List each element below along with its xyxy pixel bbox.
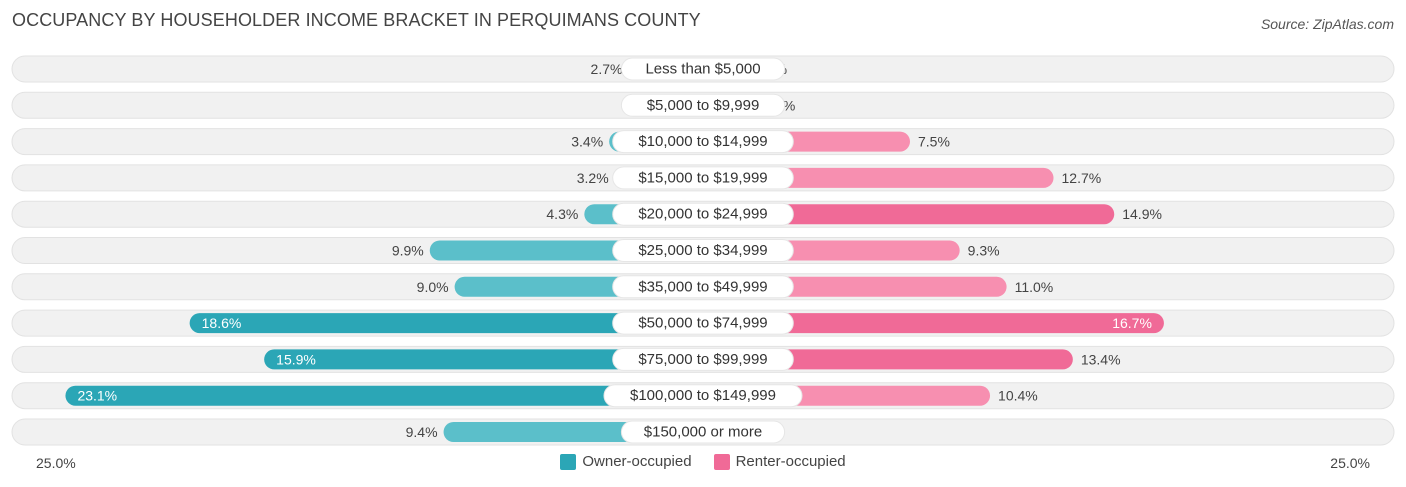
category-pill: [612, 311, 794, 335]
category-label: $50,000 to $74,999: [638, 315, 767, 332]
category-pill: [603, 384, 803, 408]
legend-item-owner: Owner-occupied: [560, 453, 692, 470]
renter-bar: [703, 313, 1164, 334]
category-pill: [620, 57, 786, 81]
category-pill: [620, 420, 786, 444]
category-label: $5,000 to $9,999: [647, 97, 760, 114]
owner-bar: [264, 349, 703, 370]
category-label: $35,000 to $49,999: [638, 278, 767, 295]
legend-label-owner: Owner-occupied: [582, 453, 692, 470]
renter-value-label: 13.4%: [1081, 351, 1121, 367]
owner-value-label: 23.1%: [77, 388, 117, 404]
owner-value-label: 3.4%: [571, 134, 603, 150]
axis-right-label: 25.0%: [1330, 455, 1370, 471]
owner-value-label: 18.6%: [202, 315, 242, 331]
category-label: $100,000 to $149,999: [630, 387, 776, 404]
owner-bar: [189, 313, 703, 334]
category-label: $75,000 to $99,999: [638, 351, 767, 368]
category-pill: [612, 202, 794, 226]
renter-value-label: 7.5%: [918, 134, 950, 150]
legend-swatch-owner: [560, 453, 577, 470]
category-pill: [612, 166, 794, 190]
category-label: $25,000 to $34,999: [638, 242, 767, 259]
legend-label-renter: Renter-occupied: [735, 453, 846, 470]
source-note: Source: ZipAtlas.com: [1260, 16, 1394, 32]
renter-bar: [703, 349, 1073, 370]
renter-value-label: 12.7%: [1062, 170, 1102, 186]
renter-bar: [703, 204, 1115, 225]
category-pill: [612, 275, 794, 299]
category-label: $15,000 to $19,999: [638, 169, 767, 186]
legend-item-renter: Renter-occupied: [713, 453, 846, 470]
owner-value-label: 9.9%: [392, 243, 424, 259]
chart-title: OCCUPANCY BY HOUSEHOLDER INCOME BRACKET …: [12, 10, 701, 30]
renter-value-label: 9.3%: [968, 243, 1000, 259]
owner-value-label: 3.2%: [577, 170, 609, 186]
category-label: $10,000 to $14,999: [638, 133, 767, 150]
owner-bar: [65, 385, 703, 406]
renter-value-label: 10.4%: [998, 388, 1038, 404]
category-pill: [612, 347, 794, 371]
owner-value-label: 2.7%: [591, 61, 623, 77]
category-label: $150,000 or more: [644, 424, 762, 441]
renter-value-label: 11.0%: [1015, 279, 1054, 295]
category-pill: [612, 130, 794, 154]
owner-value-label: 4.3%: [546, 206, 578, 222]
legend: Owner-occupied Renter-occupied: [0, 453, 1406, 470]
owner-value-label: 15.9%: [276, 351, 316, 367]
owner-value-label: 9.0%: [417, 279, 449, 295]
category-pill: [620, 93, 786, 117]
category-label: $20,000 to $24,999: [638, 206, 767, 223]
category-pill: [612, 239, 794, 262]
axis-left-label: 25.0%: [36, 455, 76, 471]
renter-value-label: 16.7%: [1112, 315, 1152, 331]
renter-value-label: 14.9%: [1122, 206, 1162, 222]
legend-swatch-renter: [713, 453, 730, 470]
owner-value-label: 9.4%: [406, 424, 438, 440]
category-label: Less than $5,000: [645, 61, 760, 78]
